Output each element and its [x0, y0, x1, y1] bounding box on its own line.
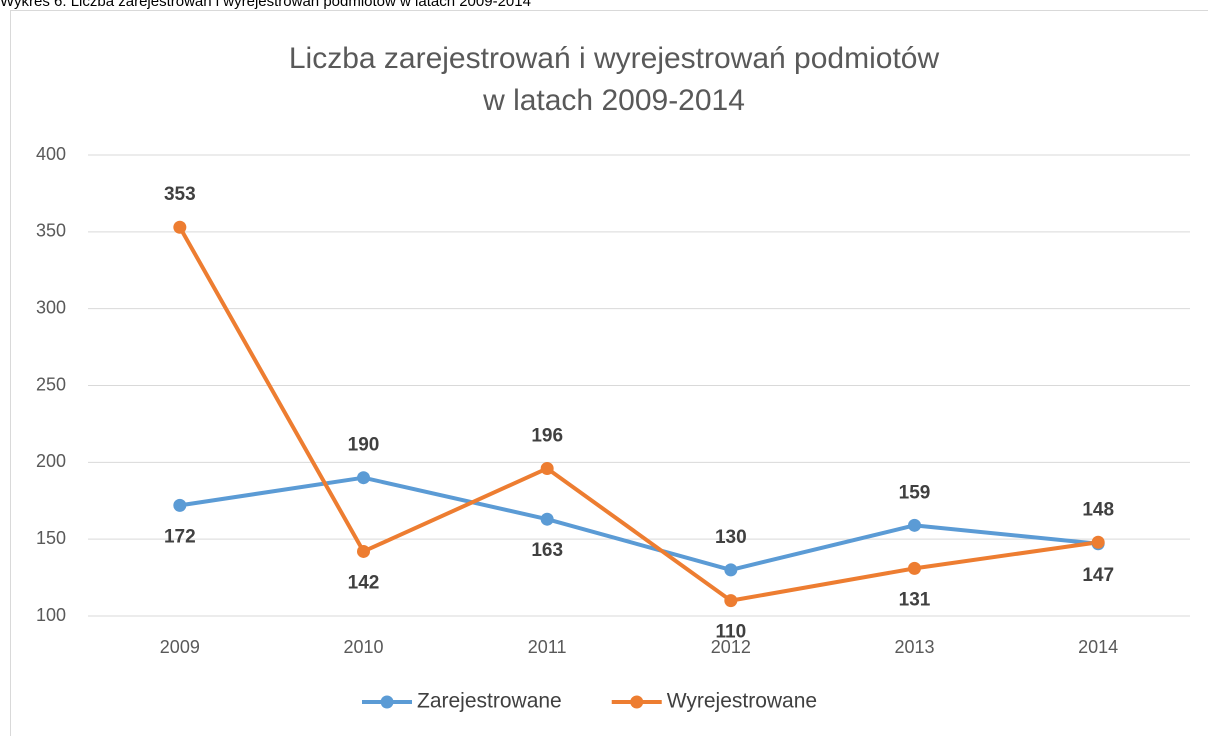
legend-marker [380, 695, 394, 709]
data-label: 159 [899, 482, 931, 503]
y-tick-label: 300 [36, 297, 66, 317]
data-label: 172 [164, 526, 196, 547]
data-point [540, 512, 554, 526]
x-tick-label: 2014 [1078, 637, 1118, 657]
y-tick-label: 350 [36, 221, 66, 241]
series-line [178, 226, 1099, 603]
data-point [357, 544, 370, 558]
legend-label: Wyrejestrowane [667, 690, 817, 713]
data-point [357, 471, 370, 485]
chart-title: Liczba zarejestrowań i wyrejestrowań pod… [289, 42, 940, 75]
chart-title: w latach 2009-2014 [482, 84, 745, 117]
series-line [179, 475, 1099, 572]
data-label: 190 [348, 435, 380, 456]
data-label: 148 [1082, 499, 1114, 520]
data-label: 353 [164, 184, 196, 205]
x-tick-label: 2013 [894, 637, 934, 657]
data-label: 131 [899, 589, 931, 610]
y-tick-label: 150 [36, 528, 66, 548]
data-label: 147 [1082, 565, 1114, 586]
data-point [173, 220, 187, 234]
legend-label: Zarejestrowane [417, 690, 562, 713]
x-tick-label: 2009 [160, 637, 200, 657]
data-label: 142 [348, 572, 380, 593]
data-point [540, 461, 554, 475]
y-tick-label: 100 [36, 605, 66, 625]
x-tick-label: 2010 [343, 637, 383, 657]
data-point [173, 498, 187, 512]
y-tick-label: 400 [36, 144, 66, 164]
y-tick-label: 200 [36, 451, 66, 471]
y-tick-label: 250 [36, 374, 66, 394]
data-point [908, 561, 921, 575]
data-point [724, 563, 738, 577]
data-point [908, 518, 921, 532]
data-label: 110 [716, 622, 747, 643]
x-tick-label: 2011 [528, 637, 567, 657]
data-label: 196 [531, 425, 563, 446]
x-tick-label: 2012 [711, 637, 751, 657]
legend-marker [630, 695, 644, 709]
data-point [724, 594, 738, 608]
caption: Wykres 6. Liczba zarejestrowań i wyrejes… [0, 0, 531, 10]
chart-border [10, 10, 1208, 736]
data-label: 163 [531, 540, 563, 561]
data-point [1091, 535, 1105, 549]
data-label: 130 [715, 527, 747, 548]
